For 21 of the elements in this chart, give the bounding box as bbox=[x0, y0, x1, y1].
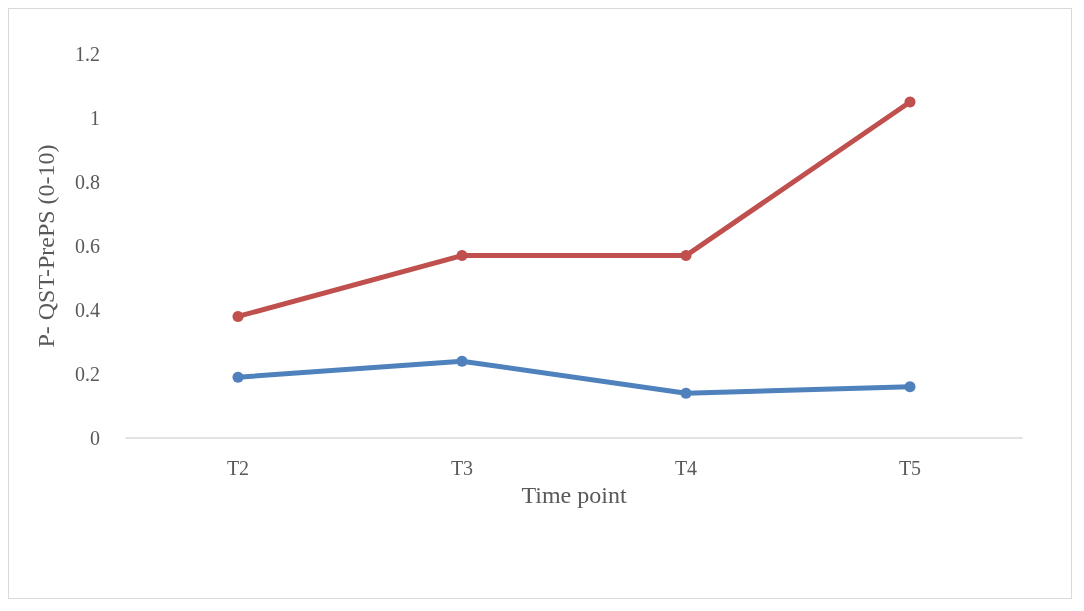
point bbox=[456, 355, 468, 367]
y-tick-label: 1.2 bbox=[75, 43, 100, 65]
x-tick-label: T5 bbox=[898, 457, 922, 479]
y-tick-label: 0.8 bbox=[75, 171, 100, 193]
y-tick-label: 0.6 bbox=[75, 235, 100, 257]
x-tick-label: T4 bbox=[674, 457, 698, 479]
point bbox=[904, 381, 916, 393]
y-tick-label: 1 bbox=[90, 107, 100, 129]
point bbox=[904, 96, 916, 108]
y-tick-label: 0.2 bbox=[75, 363, 100, 385]
y-axis-title: P- QST-PrePS (0-10) bbox=[33, 144, 59, 348]
y-tick-label: 0 bbox=[90, 427, 100, 449]
point bbox=[680, 387, 692, 399]
point bbox=[232, 371, 244, 383]
point bbox=[680, 250, 692, 262]
x-axis-title: Time point bbox=[521, 481, 627, 508]
x-tick-label: T3 bbox=[450, 457, 474, 479]
point bbox=[456, 250, 468, 262]
x-tick-label: T2 bbox=[226, 457, 250, 479]
point bbox=[232, 310, 244, 322]
y-tick-label: 0.4 bbox=[75, 299, 100, 321]
